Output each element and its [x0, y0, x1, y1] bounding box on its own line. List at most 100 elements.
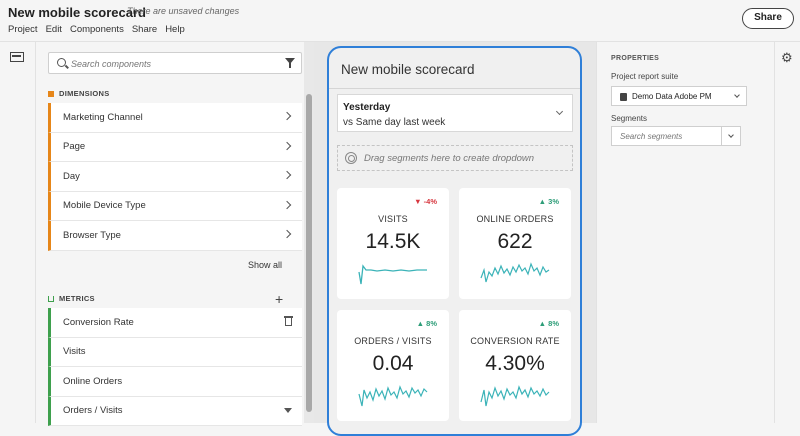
add-icon[interactable]: + [275, 291, 284, 307]
menu-share[interactable]: Share [131, 24, 158, 35]
share-button[interactable]: Share [742, 8, 794, 29]
chevron-right-icon[interactable] [282, 141, 292, 150]
chevron-down-icon[interactable] [734, 92, 740, 98]
drop-zone-text: Drag segments here to create dropdown [364, 153, 535, 164]
chevron-right-icon[interactable] [282, 200, 292, 209]
filter-icon[interactable] [285, 58, 295, 68]
unsaved-changes-notice: There are unsaved changes [127, 6, 240, 16]
top-bar: New mobile scorecard There are unsaved c… [0, 0, 800, 42]
metrics-header: METRICS [48, 294, 95, 303]
item-label: Browser Type [63, 229, 121, 241]
components-panel: DIMENSIONS Marketing Channel Page Day Mo… [36, 42, 314, 426]
sparkline [358, 385, 428, 407]
menu-edit[interactable]: Edit [45, 24, 62, 35]
properties-heading: PROPERTIES [611, 55, 660, 62]
metrics-list: Conversion Rate Visits Online Orders Ord… [48, 308, 302, 426]
component-search [48, 52, 302, 74]
phone-preview: New mobile scorecard Yesterday vs Same d… [327, 46, 582, 436]
list-item[interactable]: Marketing Channel [48, 103, 302, 133]
item-label: Marketing Channel [63, 111, 143, 123]
item-label: Day [63, 170, 80, 182]
menu-components[interactable]: Components [69, 24, 124, 35]
search-input[interactable] [71, 56, 271, 71]
show-all-link[interactable]: Show all [248, 260, 283, 270]
properties-panel: PROPERTIES Project report suite Demo Dat… [596, 42, 774, 423]
dimensions-label: DIMENSIONS [59, 89, 110, 98]
funnel-icon[interactable] [284, 407, 292, 413]
kpi-delta: ▲ 8% [416, 319, 437, 328]
project-title[interactable]: New mobile scorecard [8, 5, 146, 20]
list-item[interactable]: Conversion Rate [48, 308, 302, 338]
item-label: Online Orders [63, 375, 123, 387]
report-suite-value: Demo Data Adobe PM [632, 92, 712, 101]
item-label: Conversion Rate [63, 316, 134, 328]
dimensions-header: DIMENSIONS [48, 89, 110, 98]
item-label: Visits [63, 346, 86, 358]
date-range-selector[interactable]: Yesterday vs Same day last week [337, 94, 573, 132]
kpi-value: 622 [497, 230, 533, 253]
kpi-label: VISITS [378, 214, 408, 224]
kpi-label: ORDERS / VISITS [354, 336, 432, 346]
report-suite-select[interactable]: Demo Data Adobe PM [611, 86, 747, 106]
chevron-right-icon[interactable] [282, 111, 292, 121]
database-icon [620, 93, 627, 101]
kpi-value: 0.04 [372, 352, 414, 375]
sparkline-path [480, 262, 550, 283]
scorecard-title[interactable]: New mobile scorecard [341, 62, 475, 77]
kpi-tile-orders-per-visit[interactable]: ▲ 8% ORDERS / VISITS 0.04 [337, 310, 449, 421]
gear-icon[interactable]: ⚙ [781, 50, 793, 65]
panel-icon[interactable] [10, 52, 24, 62]
menu-project[interactable]: Project [8, 24, 38, 35]
list-item[interactable]: Day [48, 162, 302, 192]
segment-search-input[interactable] [611, 126, 721, 146]
kpi-tile-online-orders[interactable]: ▲ 3% ONLINE ORDERS 622 [459, 188, 571, 299]
chevron-right-icon[interactable] [282, 170, 292, 180]
metric-icon [48, 295, 54, 302]
kpi-value: 14.5K [365, 230, 421, 253]
report-suite-label: Project report suite [611, 72, 679, 81]
item-label: Mobile Device Type [63, 200, 146, 212]
date-range-comparison: vs Same day last week [343, 117, 446, 128]
components-scrollbar[interactable] [304, 42, 314, 423]
kpi-label: ONLINE ORDERS [476, 214, 554, 224]
sparkline-path [480, 385, 550, 407]
menu-bar: Project Edit Components Share Help [8, 24, 185, 35]
kpi-tile-conversion-rate[interactable]: ▲ 8% CONVERSION RATE 4.30% [459, 310, 571, 421]
list-item[interactable]: Browser Type [48, 221, 302, 251]
sparkline [358, 264, 427, 285]
list-item[interactable]: Orders / Visits [48, 396, 302, 426]
date-range-main: Yesterday [343, 102, 391, 113]
scroll-thumb[interactable] [306, 94, 312, 412]
item-label: Page [63, 141, 86, 153]
dimensions-list: Marketing Channel Page Day Mobile Device… [48, 103, 302, 251]
segment-dropdown-button[interactable] [721, 126, 741, 146]
search-icon [57, 58, 66, 67]
divider [329, 88, 580, 89]
list-item[interactable]: Page [48, 132, 302, 162]
sparkline [480, 385, 550, 407]
segment-drop-zone[interactable]: Drag segments here to create dropdown [337, 145, 573, 171]
list-item[interactable]: Mobile Device Type [48, 191, 302, 221]
right-rail: ⚙ [774, 42, 800, 423]
metrics-label: METRICS [59, 294, 95, 303]
left-rail [0, 42, 36, 423]
sparkline-path [358, 264, 427, 285]
kpi-value: 4.30% [485, 352, 545, 375]
scorecard-canvas: New mobile scorecard Yesterday vs Same d… [314, 42, 596, 436]
sparkline-path [358, 385, 428, 407]
menu-help[interactable]: Help [165, 24, 185, 35]
kpi-tile-visits[interactable]: ▼ -4% VISITS 14.5K [337, 188, 449, 299]
list-item[interactable]: Online Orders [48, 367, 302, 397]
list-item[interactable]: Visits [48, 337, 302, 367]
trash-icon[interactable] [284, 316, 293, 326]
chevron-down-icon[interactable] [728, 132, 734, 138]
dimension-icon [48, 90, 54, 97]
kpi-label: CONVERSION RATE [470, 336, 560, 346]
item-label: Orders / Visits [63, 405, 123, 417]
chevron-right-icon[interactable] [282, 229, 292, 239]
kpi-delta: ▼ -4% [414, 197, 437, 206]
chevron-down-icon[interactable] [555, 107, 564, 116]
segments-label: Segments [611, 114, 648, 123]
sparkline [480, 262, 550, 283]
segment-icon [345, 152, 357, 164]
